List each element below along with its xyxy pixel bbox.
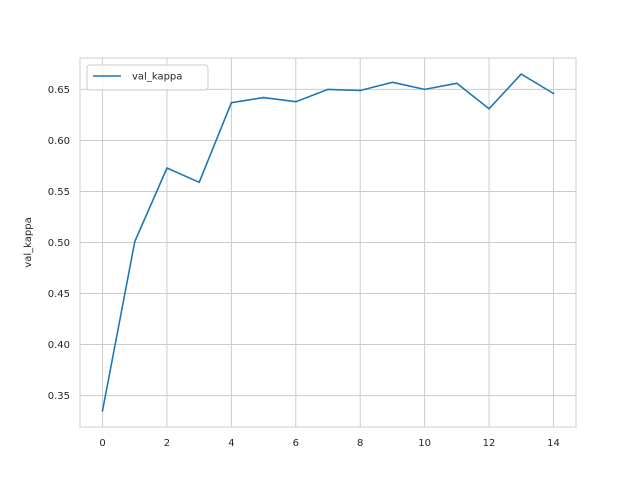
- data-point: [134, 240, 136, 243]
- data-point: [327, 88, 329, 91]
- y-tick-label: 0.50: [48, 238, 70, 249]
- x-tick-label: 0: [99, 438, 105, 449]
- data-point: [552, 92, 555, 95]
- x-tick-label: 6: [293, 438, 299, 449]
- x-tick-label: 8: [357, 438, 363, 449]
- data-point: [520, 73, 522, 75]
- x-tick-label: 14: [547, 438, 560, 449]
- data-point: [423, 88, 426, 91]
- data-point: [359, 89, 362, 92]
- grid-lines: [80, 58, 576, 427]
- x-axis-ticks: 0 2 4 6 8 10 12 14: [99, 438, 559, 449]
- y-tick-label: 0.65: [48, 85, 70, 96]
- y-axis-label: val_kappa: [23, 217, 34, 267]
- data-point: [198, 181, 200, 184]
- legend-label: val_kappa: [132, 72, 182, 83]
- legend-box: [86, 64, 209, 91]
- data-point: [230, 101, 233, 104]
- data-point: [391, 81, 394, 84]
- data-point: [101, 410, 104, 412]
- legend: val_kappa: [86, 64, 209, 91]
- x-tick-label: 10: [418, 438, 431, 449]
- data-point: [488, 108, 490, 110]
- x-tick-label: 12: [483, 438, 496, 449]
- y-axis-ticks: 0.35 0.40 0.45 0.50 0.55 0.60 0.65: [48, 85, 70, 402]
- x-tick-label: 4: [228, 438, 234, 449]
- y-tick-label: 0.35: [48, 391, 70, 402]
- x-tick-label: 2: [164, 438, 170, 449]
- series-layer: [101, 73, 555, 412]
- y-tick-label: 0.55: [48, 187, 70, 198]
- y-tick-label: 0.40: [48, 340, 70, 351]
- y-tick-label: 0.45: [48, 289, 70, 300]
- data-point: [456, 82, 458, 85]
- y-tick-label: 0.60: [48, 136, 70, 147]
- data-point: [166, 167, 168, 169]
- data-point: [295, 100, 297, 103]
- data-point: [262, 96, 265, 99]
